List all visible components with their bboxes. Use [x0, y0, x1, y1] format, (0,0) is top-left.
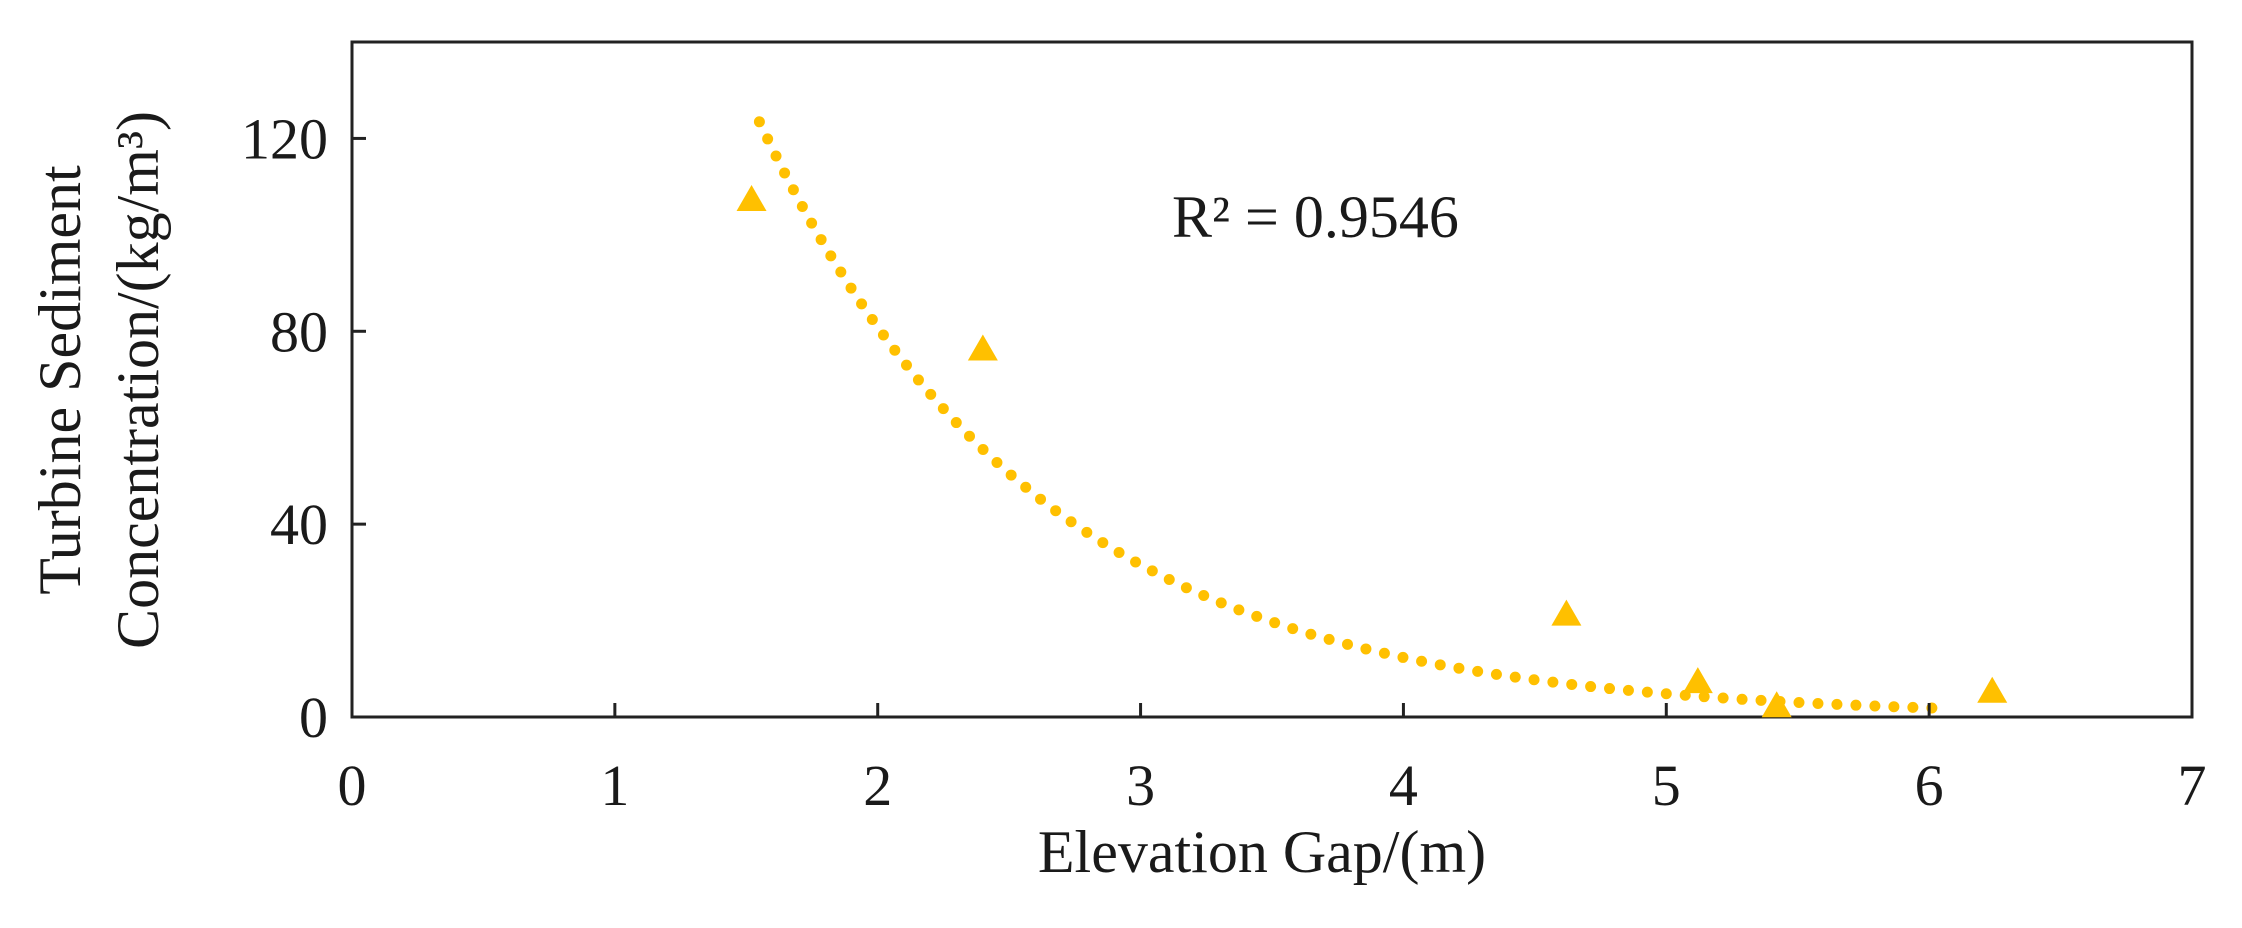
y-tick-label: 120: [241, 106, 328, 171]
x-tick-label: 5: [1652, 753, 1681, 818]
y-axis-title-line1: Turbine Sediment: [27, 165, 93, 595]
x-tick-label: 2: [863, 753, 892, 818]
data-point-triangle: [1682, 667, 1713, 694]
x-axis-title: Elevation Gap/(m): [1038, 819, 1486, 885]
data-point-triangle: [1761, 691, 1792, 718]
x-tick-label: 3: [1126, 753, 1155, 818]
plot-area-frame: [350, 40, 2194, 719]
y-tick-label: 80: [270, 299, 328, 364]
data-point-triangle: [967, 334, 998, 361]
data-points: [736, 184, 2008, 718]
trendline-layer: [753, 116, 1948, 714]
x-tick-label: 1: [600, 753, 629, 818]
exponential-trendline: [753, 116, 1948, 714]
y-tick-label: 40: [270, 492, 328, 557]
x-tick-label: 7: [2178, 753, 2207, 818]
data-point-triangle: [1551, 599, 1582, 626]
data-point-triangle: [1977, 676, 2008, 703]
data-point-triangle: [736, 184, 767, 211]
y-axis-title-line2: Concentration/(kg/m³): [105, 111, 171, 649]
axis-ticks: 0 1 2 3 4 5 6 7 0 40 80 120: [241, 106, 2207, 818]
y-tick-label: 0: [299, 685, 328, 750]
r-squared-annotation: R² = 0.9546: [1172, 184, 1459, 250]
x-tick-label: 4: [1389, 753, 1418, 818]
x-tick-label: 0: [338, 753, 367, 818]
x-tick-label: 6: [1915, 753, 1944, 818]
